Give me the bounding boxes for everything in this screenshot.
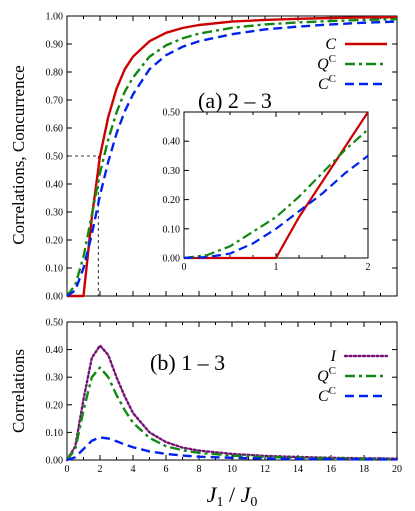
panel-b-ytick-label: 0.50 [46, 318, 64, 329]
panel-b-series [65, 344, 399, 462]
panel-a-ytick-label: 1.00 [46, 12, 64, 23]
panel-a-axes: 0.00 0.10 0.20 0.30 0.40 0.50 0.60 0.70 0.80 0.90… [46, 12, 398, 303]
x-axis-label-sub1: 1 [216, 495, 223, 510]
panel-a-ylabel: Correlations, Concurrence [9, 65, 28, 244]
panel-b-ytick-label: 0.00 [46, 456, 64, 467]
panel-a-series [66, 15, 398, 298]
panel-b-xtick-label: 10 [227, 464, 237, 475]
inset-xtick-label: 2 [366, 262, 371, 273]
panel-b-series-0 [65, 344, 399, 462]
panel-b-legend-sup-1: C [329, 365, 336, 377]
panel-a-ytick-label: 0.60 [46, 124, 64, 135]
panel-a-ytick-label: 0.70 [46, 96, 64, 107]
panel-a-series-1 [66, 17, 398, 297]
inset-ytick-label: 0.20 [163, 195, 181, 206]
panel-b: Correlations 0.00 0.10 0.20 0.30 0.40 0.50 0 2 4… [9, 318, 402, 511]
inset-background [184, 112, 368, 258]
panel-b-legend-sup-2: C [329, 385, 336, 397]
panel-b-axes: 0.00 0.10 0.20 0.30 0.40 0.50 0 2 4 6 8 10 12 14 16 18 2… [46, 318, 403, 476]
x-axis-label-sep: / [223, 482, 240, 507]
panel-b-legend-label-0: I [330, 348, 337, 365]
panel-b-series-2 [66, 436, 397, 462]
inset-ytick-label: 0.30 [163, 166, 181, 177]
panel-b-ytick-label: 0.10 [46, 428, 64, 439]
x-axis-label-sub2: 0 [250, 495, 257, 510]
panel-b-xtick-label: 14 [293, 464, 303, 475]
panel-a-ytick-label: 0.20 [46, 236, 64, 247]
panel-a-ytick-label: 0.40 [46, 180, 64, 191]
panel-b-legend-label-1: QC [317, 365, 336, 385]
panel-a-legend-sup-2: C [329, 73, 336, 85]
panel-a-label: (a) 2 – 3 [198, 88, 272, 113]
x-axis-label: J1 / J0 [207, 482, 258, 510]
inset-series-0 [184, 111, 369, 260]
panel-b-xtick-label: 12 [260, 464, 270, 475]
inset-ytick-label: 0.40 [163, 137, 181, 148]
panel-a-legend-sup-1: C [329, 53, 336, 65]
inset-series-2 [183, 154, 369, 260]
inset-ytick-label: 0.10 [163, 224, 181, 235]
panel-b-legend-label-2: CC [318, 385, 336, 405]
panel-b-xtick-label: 0 [65, 464, 70, 475]
panel-b-ylabel: Correlations [9, 349, 28, 433]
panel-a: Correlations, Concurrence 0.000.100.200.… [9, 12, 398, 303]
inset-ytick-label: 0.00 [163, 254, 181, 265]
panel-a-ytick-label: 0.30 [46, 208, 64, 219]
panel-b-label: (b) 1 – 3 [150, 350, 225, 375]
panel-a-legend-label-1: QC [317, 53, 336, 73]
panel-b-xtick-label: 18 [359, 464, 369, 475]
panel-b-series-1 [66, 366, 398, 461]
inset-series [183, 111, 369, 260]
panel-a-series-2 [66, 20, 398, 297]
inset-xtick-label: 1 [274, 262, 279, 273]
panel-b-ytick-label: 0.40 [46, 345, 64, 356]
inset-xtick-label: 0 [182, 262, 187, 273]
panel-a-ytick-label: 0.90 [46, 40, 64, 51]
panel-a-ytick-label: 0.50 [46, 152, 64, 163]
x-axis-label-j1: J [207, 482, 218, 507]
panel-a-ytick-label: 0.80 [46, 68, 64, 79]
panel-b-xtick-label: 8 [197, 464, 202, 475]
panel-a-series-0 [67, 15, 398, 298]
x-axis-label-j0: J [241, 482, 252, 507]
panel-a-legend-label-0: C [325, 36, 336, 53]
panel-a-ytick-label: 0.00 [46, 292, 64, 303]
panel-b-ytick-label: 0.20 [46, 400, 64, 411]
panel-b-xtick-label: 6 [164, 464, 169, 475]
inset-axes: 0.00 0.10 0.20 0.30 0.40 0.50 0 1 2 [163, 108, 371, 274]
panel-b-ytick-label: 0.30 [46, 373, 64, 384]
panel-b-xtick-label: 16 [326, 464, 336, 475]
panel-a-ytick-label: 0.10 [46, 264, 64, 275]
panel-a-legend-label-2: CC [318, 73, 336, 93]
inset-ytick-label: 0.50 [163, 108, 181, 119]
panel-b-xtick-label: 20 [392, 464, 402, 475]
panel-b-frame [66, 321, 398, 461]
panel-b-xtick-label: 4 [131, 464, 136, 475]
panel-b-xtick-label: 2 [98, 464, 103, 475]
panel-a-inset: 0.00 0.10 0.20 0.30 0.40 0.50 0 1 2 [163, 108, 371, 274]
